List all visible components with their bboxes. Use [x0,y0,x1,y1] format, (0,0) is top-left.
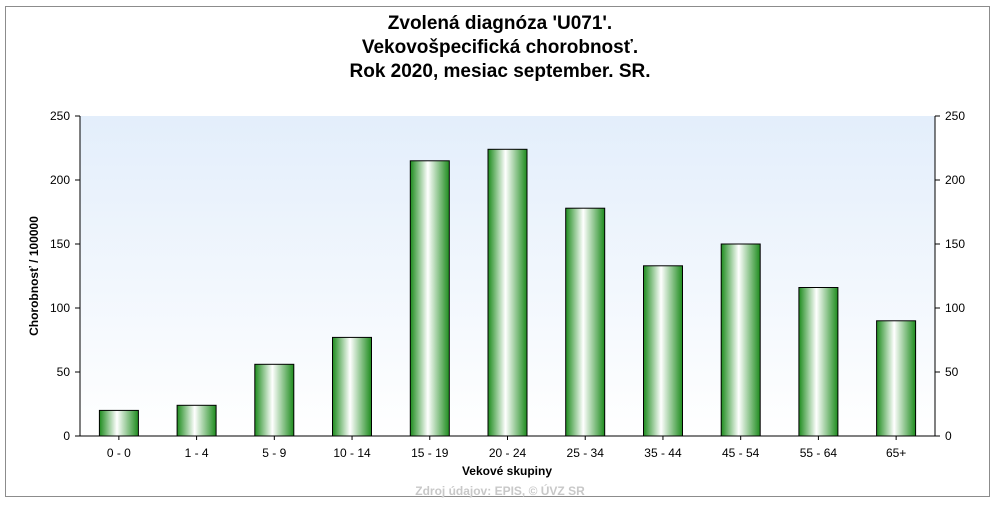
y-tick-label-left: 200 [50,173,70,187]
bar-8 [643,265,683,437]
bar-6 [487,148,528,437]
y-tick-label-right: 50 [945,365,959,379]
bar-1 [98,409,139,437]
y-tick-label-left: 50 [57,365,71,379]
x-tick-label: 15 - 19 [411,446,449,460]
chart-title-line-2: Vekovošpecifická chorobnosť. [361,37,639,58]
y-tick-label-right: 100 [945,301,965,315]
chart-title-line-1: Zvolená diagnóza 'U071'. [387,13,613,34]
x-tick-label: 65+ [886,446,906,460]
chart-title: Zvolená diagnóza 'U071'. Vekovošpecifick… [0,12,1000,84]
x-tick-label: 10 - 14 [333,446,371,460]
y-tick-label-left: 250 [50,109,70,123]
bar-3 [254,363,295,437]
chart-title-line-3: Rok 2020, mesiac september. SR. [349,61,651,82]
x-tick-label: 5 - 9 [262,446,286,460]
bar-10 [798,287,839,437]
x-tick-label: 35 - 44 [644,446,682,460]
source-note: Zdroj údajov: EPIS, © ÚVZ SR [415,484,585,498]
x-tick-label: 1 - 4 [185,446,209,460]
x-tick-label: 0 - 0 [107,446,131,460]
bar-7 [565,207,606,437]
x-tick-label: 20 - 24 [489,446,527,460]
x-tick-label: 55 - 64 [800,446,838,460]
bar-2 [176,404,217,437]
y-tick-label-right: 250 [945,109,965,123]
bar-5 [409,160,450,437]
x-tick-label: 45 - 54 [722,446,760,460]
y-tick-label-right: 0 [945,429,952,443]
y-axis-title: Chorobnosť / 100000 [27,216,41,336]
bar-4 [332,336,372,437]
y-tick-label-left: 150 [50,237,70,251]
y-tick-label-left: 100 [50,301,70,315]
y-tick-label-left: 0 [63,429,70,443]
bar-11 [876,320,917,437]
y-tick-label-right: 150 [945,237,965,251]
x-tick-label: 25 - 34 [567,446,605,460]
bar-9 [720,243,761,437]
y-tick-label-right: 200 [945,173,965,187]
x-axis-title: Vekové skupiny [462,464,552,478]
